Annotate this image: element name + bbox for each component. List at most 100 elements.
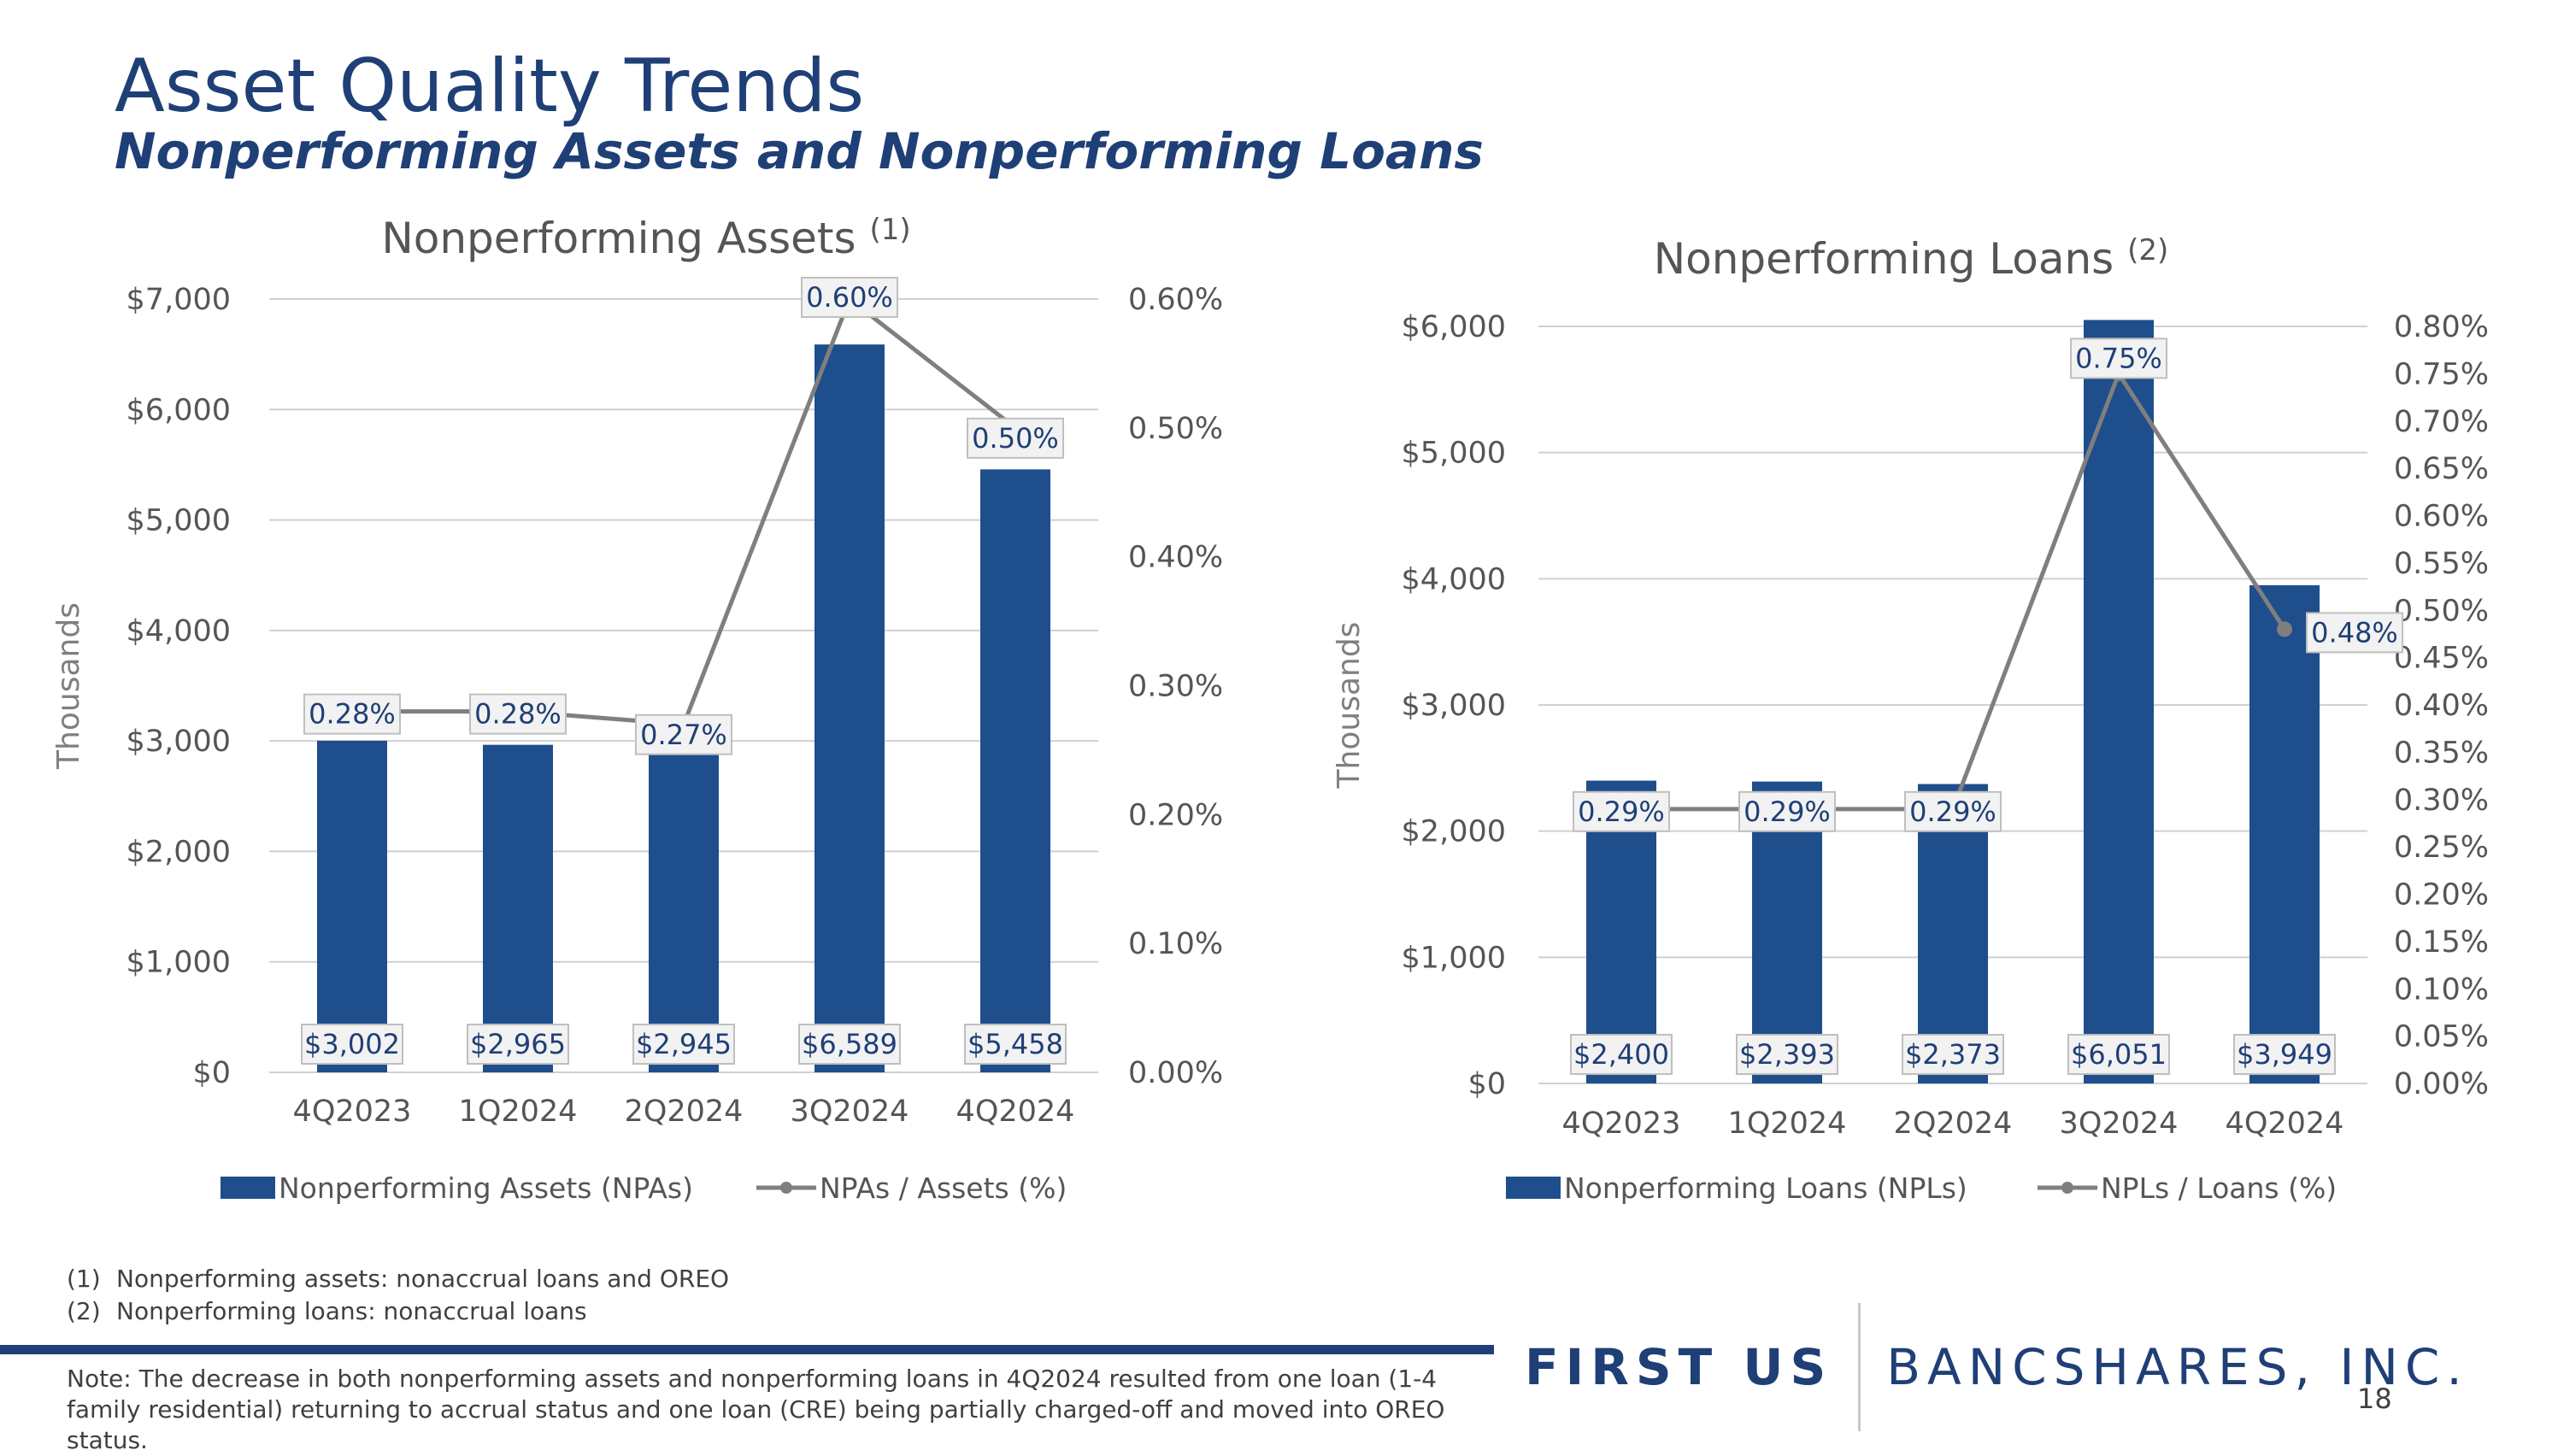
y2-tick-label: 0.70% bbox=[2394, 405, 2489, 439]
y-tick-label: $6,000 bbox=[1402, 310, 1506, 344]
y-tick-label: $0 bbox=[1467, 1067, 1506, 1101]
bar-data-label-text: $5,458 bbox=[967, 1028, 1063, 1060]
bar-data-label: $2,393 bbox=[1736, 1034, 1838, 1075]
line-data-label-box bbox=[469, 693, 567, 735]
chart-nonperforming-loans: Nonperforming Loans (2) $0 $1,000 $2,000 $3,… bbox=[1332, 233, 2489, 1205]
y-tick-label: $3,000 bbox=[1402, 689, 1506, 723]
bar-data-label-box bbox=[467, 1024, 569, 1065]
line-data-label-box bbox=[801, 277, 898, 318]
bar-data-label: $2,965 bbox=[467, 1024, 569, 1065]
y2-tick-label: 0.05% bbox=[2394, 1020, 2489, 1054]
y2-tick-label: 0.10% bbox=[2394, 972, 2489, 1007]
line-data-label-text: 0.27% bbox=[640, 719, 727, 751]
x-tick-label: 1Q2024 bbox=[459, 1095, 578, 1129]
line-data-label: 0.29% bbox=[1573, 790, 1670, 832]
y2-tick-label: 0.00% bbox=[2394, 1067, 2489, 1101]
line-data-label: 0.29% bbox=[1738, 790, 1836, 832]
y2-tick-label: 0.75% bbox=[2394, 357, 2489, 391]
line-data-label-box bbox=[1738, 790, 1836, 832]
bar-data-label-text: $2,393 bbox=[1739, 1038, 1835, 1071]
bar-data-label: $2,400 bbox=[1570, 1034, 1673, 1075]
bar bbox=[980, 469, 1050, 1072]
bar-data-label: $2,945 bbox=[632, 1024, 735, 1065]
chart-title-note: (2) bbox=[2127, 233, 2168, 267]
line-data-label-text: 0.60% bbox=[806, 281, 893, 314]
bar bbox=[317, 740, 387, 1072]
line-data-label-text: 0.75% bbox=[2075, 342, 2162, 374]
footnote-1: (1) Nonperforming assets: nonaccrual loa… bbox=[67, 1263, 729, 1295]
bar-data-label-text: $2,373 bbox=[1905, 1038, 2001, 1071]
legend-label-line: NPLs / Loans (%) bbox=[2101, 1171, 2337, 1205]
x-tick-label: 4Q2024 bbox=[956, 1095, 1075, 1129]
bar bbox=[814, 344, 885, 1072]
legend-swatch-bar bbox=[221, 1177, 275, 1199]
page-subtitle: Nonperforming Assets and Nonperforming L… bbox=[115, 122, 1484, 180]
y-tick-label: $1,000 bbox=[126, 946, 231, 980]
chart-title: Nonperforming Loans (2) bbox=[1654, 233, 2169, 284]
footer-note: Note: The decrease in both nonperforming… bbox=[67, 1365, 1445, 1454]
y2-tick-label: 0.45% bbox=[2394, 642, 2489, 676]
logo-divider bbox=[1858, 1303, 1861, 1431]
chart-title: Nonperforming Assets (1) bbox=[381, 213, 910, 263]
chart-title-text: Nonperforming Loans bbox=[1654, 234, 2127, 284]
line-data-label-text: 0.29% bbox=[1578, 796, 1665, 828]
y-tick-label: $3,000 bbox=[126, 725, 231, 759]
page-number: 18 bbox=[2357, 1383, 2392, 1415]
bar-data-label-text: $6,051 bbox=[2071, 1038, 2167, 1071]
bar-data-label: $2,373 bbox=[1902, 1034, 2004, 1075]
y2-tick-label: 0.30% bbox=[2394, 784, 2489, 818]
line-data-label-text: 0.28% bbox=[309, 698, 396, 731]
chart-nonperforming-assets: Nonperforming Assets (1) $0 $1,000 $2,000 $3… bbox=[51, 213, 1223, 1205]
bar-data-label-box bbox=[1736, 1034, 1838, 1075]
footnote-text: Nonperforming loans: nonaccrual loans bbox=[116, 1297, 587, 1325]
logo-primary: FIRST US bbox=[1525, 1338, 1833, 1396]
line-data-label: 0.48% bbox=[2306, 612, 2403, 654]
y2-tick-label: 0.65% bbox=[2394, 452, 2489, 486]
x-tick-label: 2Q2024 bbox=[625, 1095, 744, 1129]
line-data-label-text: 0.28% bbox=[474, 698, 562, 731]
bar-data-label: $5,458 bbox=[964, 1024, 1067, 1065]
line-data-label-box bbox=[635, 713, 732, 755]
x-tick-label: 1Q2024 bbox=[1728, 1107, 1847, 1141]
legend-swatch-marker bbox=[780, 1182, 792, 1194]
ratio-line bbox=[352, 296, 1017, 727]
legend-swatch-marker bbox=[2061, 1182, 2073, 1194]
legend-label-bar: Nonperforming Assets (NPAs) bbox=[279, 1171, 693, 1205]
line-data-label: 0.27% bbox=[635, 713, 732, 755]
bar-data-label-text: $3,949 bbox=[2237, 1038, 2332, 1071]
y-tick-label: $2,000 bbox=[1402, 815, 1506, 849]
y2-tick-label: 0.20% bbox=[1128, 798, 1223, 832]
y-tick-label: $6,000 bbox=[126, 393, 231, 427]
y2-tick-label: 0.20% bbox=[2394, 878, 2489, 913]
footer-rule bbox=[0, 1345, 1494, 1354]
y2-tick-label: 0.80% bbox=[2394, 310, 2489, 344]
x-tick-label: 4Q2023 bbox=[293, 1095, 412, 1129]
bar-data-label-box bbox=[798, 1024, 901, 1065]
y-axis-label: Thousands bbox=[1332, 622, 1367, 790]
y2-tick-label: 0.35% bbox=[2394, 736, 2489, 770]
page-title: Asset Quality Trends bbox=[115, 44, 865, 129]
bar-data-label-box bbox=[632, 1024, 735, 1065]
line-data-label: 0.60% bbox=[801, 277, 898, 318]
line-data-label-box bbox=[1573, 790, 1670, 832]
bar-data-label-box bbox=[2233, 1034, 2336, 1075]
line-data-label: 0.28% bbox=[303, 693, 401, 735]
legend-swatch-bar bbox=[1506, 1177, 1561, 1199]
bar bbox=[649, 747, 719, 1072]
line-data-label-text: 0.29% bbox=[1909, 796, 1997, 828]
bar bbox=[2249, 584, 2320, 1083]
y2-tick-label: 0.25% bbox=[2394, 831, 2489, 865]
line-data-label-text: 0.29% bbox=[1744, 796, 1831, 828]
y2-tick-label: 0.60% bbox=[2394, 500, 2489, 534]
x-tick-label: 3Q2024 bbox=[2060, 1107, 2179, 1141]
y-tick-label: $0 bbox=[192, 1056, 231, 1090]
ratio-point bbox=[2277, 621, 2292, 637]
bar bbox=[1918, 784, 1988, 1083]
bar-data-label-box bbox=[1570, 1034, 1673, 1075]
bar-data-label: $6,589 bbox=[798, 1024, 901, 1065]
line-data-label-text: 0.50% bbox=[972, 422, 1059, 455]
bar-data-label-text: $2,945 bbox=[636, 1028, 732, 1060]
bar-data-label-text: $3,002 bbox=[304, 1028, 400, 1060]
legend-label-line: NPAs / Assets (%) bbox=[820, 1171, 1067, 1205]
y-tick-label: $7,000 bbox=[126, 283, 231, 317]
